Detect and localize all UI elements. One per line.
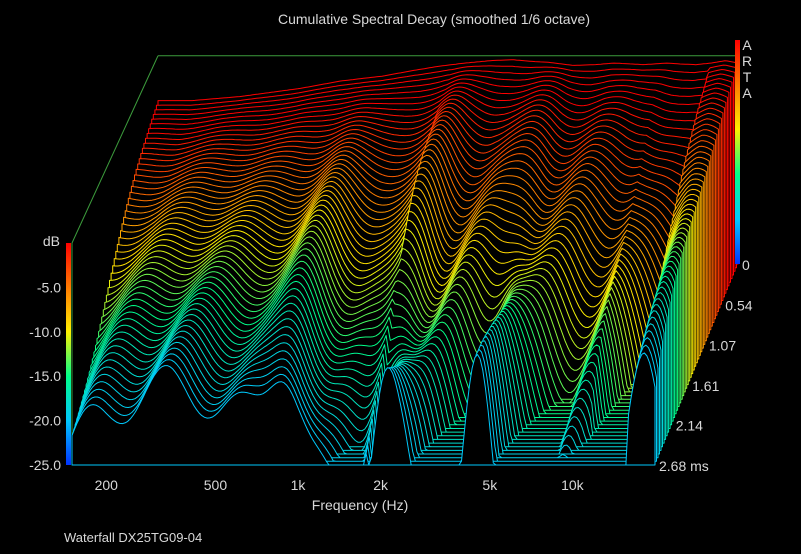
x-tick-label: 2k <box>373 477 389 493</box>
colorbar-left <box>66 243 71 465</box>
z-tick-label: 0.54 <box>725 298 752 314</box>
y-tick-label: -25.0 <box>29 457 61 473</box>
x-tick-label: 500 <box>204 477 228 493</box>
caption: Waterfall DX25TG09-04 <box>64 530 203 545</box>
frame-left-diagonal <box>71 55 159 244</box>
y-axis-label: dB <box>43 233 60 249</box>
decay-slices <box>71 59 739 466</box>
y-tick-label: -10.0 <box>29 324 61 340</box>
z-tick-label: 1.61 <box>692 378 719 394</box>
x-axis-label: Frequency (Hz) <box>312 497 408 513</box>
brand-letter: R <box>742 53 752 69</box>
chart-title: Cumulative Spectral Decay (smoothed 1/6 … <box>278 11 590 27</box>
y-tick-label: -5.0 <box>37 279 61 295</box>
y-tick-label: -20.0 <box>29 413 61 429</box>
z-tick-labels: 0 0.54 1.07 1.61 2.14 2.68 ms <box>659 257 753 474</box>
z-tick-label: 0 <box>742 257 750 273</box>
z-tick-label: 2.14 <box>676 418 703 434</box>
brand-letter: T <box>743 69 752 85</box>
y-tick-label: -15.0 <box>29 368 61 384</box>
z-tick-label: 2.68 ms <box>659 458 709 474</box>
x-tick-labels: 200 500 1k 2k 5k 10k <box>95 477 585 493</box>
x-tick-label: 1k <box>291 477 307 493</box>
x-tick-label: 5k <box>482 477 498 493</box>
decay-slice <box>71 352 656 466</box>
y-tick-labels: -5.0 -10.0 -15.0 -20.0 -25.0 <box>29 279 61 473</box>
x-tick-label: 10k <box>561 477 585 493</box>
brand-letter: A <box>742 37 752 53</box>
colorbar <box>66 40 740 465</box>
z-tick-label: 1.07 <box>709 337 736 353</box>
colorbar-right <box>735 40 740 264</box>
brand-letter: A <box>742 85 752 101</box>
x-tick-label: 200 <box>95 477 119 493</box>
